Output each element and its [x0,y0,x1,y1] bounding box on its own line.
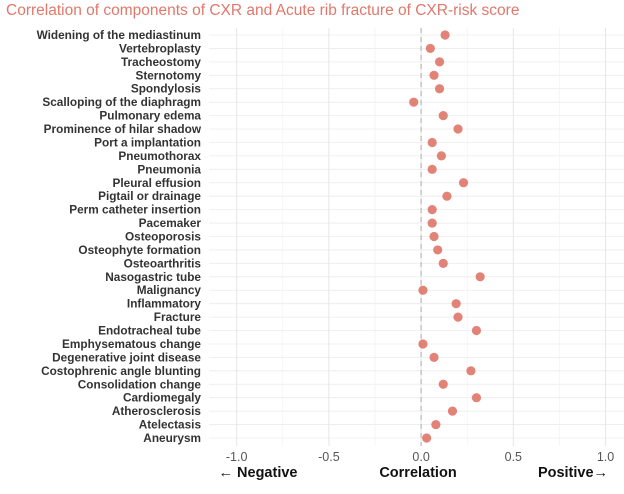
data-point [418,285,428,295]
category-label-layer: Widening of the mediastinumVertebroplast… [37,28,202,445]
category-label: Vertebroplasty [119,41,201,55]
category-label: Spondylosis [131,82,202,96]
category-label: Pulmonary edema [99,109,201,123]
data-point [438,111,448,121]
x-tick-label: 0.5 [505,450,522,464]
x-tick-layer: -1.0 -0.5 0.0 0.5 1.0 [226,450,614,464]
category-label: Perm catheter insertion [69,203,201,217]
data-point [471,325,482,336]
data-point [453,124,463,134]
data-point [427,218,437,228]
category-label: Inflammatory [127,297,202,311]
data-point [438,379,448,389]
category-label: Emphysematous change [62,337,201,351]
data-point [429,352,439,362]
category-label: Fracture [154,310,202,324]
data-point [418,339,428,349]
category-label: Pleural effusion [113,176,202,190]
x-tick-label: -0.5 [318,450,340,464]
data-point [434,57,445,67]
category-label: Pacemaker [139,216,202,230]
category-label: Prominence of hilar shadow [44,122,202,136]
data-point [434,84,445,94]
category-label: Atelectasis [139,418,202,432]
data-point [471,393,482,403]
data-point [466,366,476,376]
category-label: Widening of the mediastinum [37,28,201,42]
data-point [409,97,419,107]
category-label: Nasogastric tube [105,270,201,284]
data-point [442,191,452,201]
data-point [431,419,441,430]
data-point [436,151,446,161]
data-point [429,70,439,80]
data-point [453,312,463,322]
category-label: Cardiomegaly [123,391,201,405]
data-point [425,43,435,54]
grid-layer [209,28,624,446]
category-label: Osteophyte formation [78,243,201,257]
category-label: Osteoporosis [125,230,201,244]
category-label: Port a implantation [94,135,201,149]
point-layer [409,30,485,443]
category-label: Pneumothorax [118,149,201,163]
chart-title: Correlation of components of CXR and Acu… [6,2,520,19]
data-point [438,258,448,268]
data-point [427,205,437,215]
category-label: Osteoarthritis [124,256,202,270]
x-tick-label: 0.0 [412,450,429,464]
data-point [458,178,469,188]
data-point [451,299,461,309]
category-label: Malignancy [137,283,202,297]
category-label: Pneumonia [137,162,201,176]
x-tick-label: -1.0 [226,450,248,464]
category-label: Atherosclerosis [112,404,202,418]
x-tick-label: 1.0 [597,450,614,464]
data-point [422,433,432,443]
category-label: Pigtail or drainage [98,189,201,203]
data-point [429,231,439,242]
category-label: Sternotomy [135,68,201,82]
category-label: Aneurysm [143,431,201,445]
category-label: Endotracheal tube [98,324,201,338]
data-point [447,406,458,416]
data-point [440,30,450,40]
x-axis-label-negative: ← Negative [219,465,298,481]
data-point [433,245,443,255]
x-axis-title: Correlation [379,465,456,481]
data-point [427,164,437,174]
category-label: Tracheostomy [121,55,201,69]
category-label: Costophrenic angle blunting [41,364,201,378]
x-axis-label-positive: Positive→ [538,465,608,481]
category-label: Consolidation change [78,377,202,391]
category-label: Degenerative joint disease [52,350,201,364]
category-label: Scalloping of the diaphragm [42,95,201,109]
data-point [427,137,437,148]
data-point [475,272,485,282]
